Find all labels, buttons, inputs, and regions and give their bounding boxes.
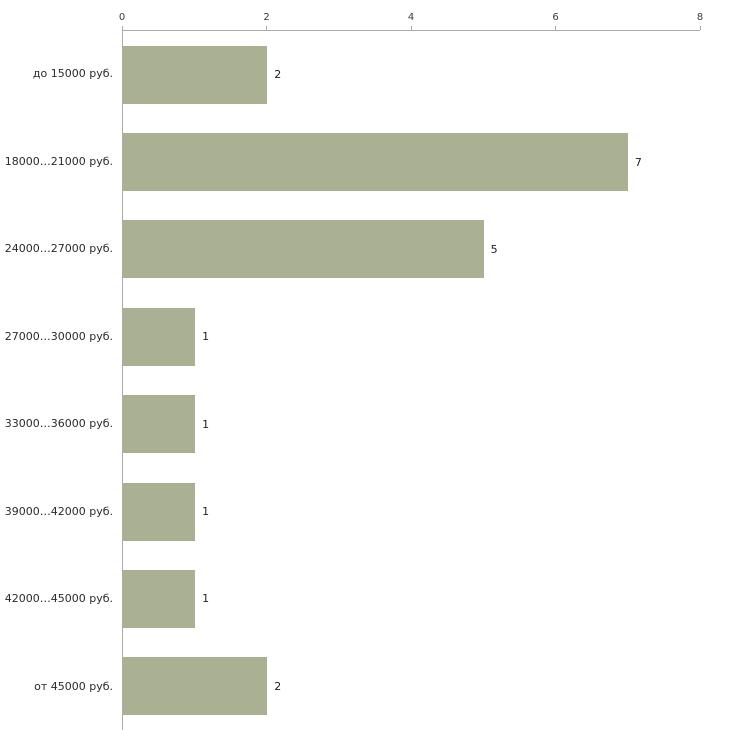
- bar-row: 1: [123, 293, 700, 380]
- bar: [123, 133, 628, 192]
- tick-mark: [410, 26, 412, 30]
- tick-label: 2: [263, 12, 270, 23]
- value-label: 1: [202, 330, 210, 344]
- bar-row: 1: [123, 468, 700, 555]
- value-label: 2: [274, 679, 282, 693]
- bar: [123, 220, 484, 279]
- bar-row: 1: [123, 381, 700, 468]
- category-labels: до 15000 руб. 18000…21000 руб. 24000…27000…: [0, 30, 117, 730]
- bar: [123, 482, 196, 541]
- category-label: до 15000 руб.: [32, 67, 113, 81]
- tick-label: 6: [552, 12, 559, 23]
- bar-row: 5: [123, 206, 700, 293]
- bar: [123, 307, 196, 366]
- tick-mark: [266, 26, 267, 30]
- tick-label: 4: [407, 12, 415, 23]
- value-label: 2: [274, 68, 282, 82]
- value-label: 1: [202, 505, 210, 519]
- tick-mark: [699, 26, 701, 30]
- category-label: 33000…36000 руб.: [4, 417, 113, 431]
- tick-mark: [555, 26, 556, 30]
- bar: [123, 395, 196, 454]
- tick-mark: [121, 26, 123, 30]
- category-label: от 45000 руб.: [34, 679, 113, 693]
- value-label: 5: [490, 242, 498, 256]
- category-label: 27000…30000 руб.: [4, 329, 113, 343]
- plot-area: 2 7 5 1 1 1 1 2: [122, 30, 700, 730]
- bar: [123, 569, 196, 628]
- category-label: 24000…27000 руб.: [4, 242, 113, 256]
- category-label: 18000…21000 руб.: [4, 154, 113, 168]
- bar-row: 2: [123, 31, 700, 118]
- category-label: 39000…42000 руб.: [4, 504, 113, 518]
- bar-row: 2: [123, 643, 700, 730]
- bar-row: 7: [123, 118, 700, 205]
- value-label: 1: [202, 592, 210, 606]
- value-label: 1: [202, 417, 210, 431]
- bar: [123, 45, 268, 104]
- bar-row: 1: [123, 555, 700, 642]
- x-axis-ticks: 0 2 4 6 8: [118, 0, 704, 30]
- category-label: 42000…45000 руб.: [4, 592, 113, 606]
- tick-label: 8: [696, 12, 704, 23]
- tick-label: 0: [118, 12, 126, 23]
- value-label: 7: [634, 155, 642, 169]
- bar: [123, 657, 268, 716]
